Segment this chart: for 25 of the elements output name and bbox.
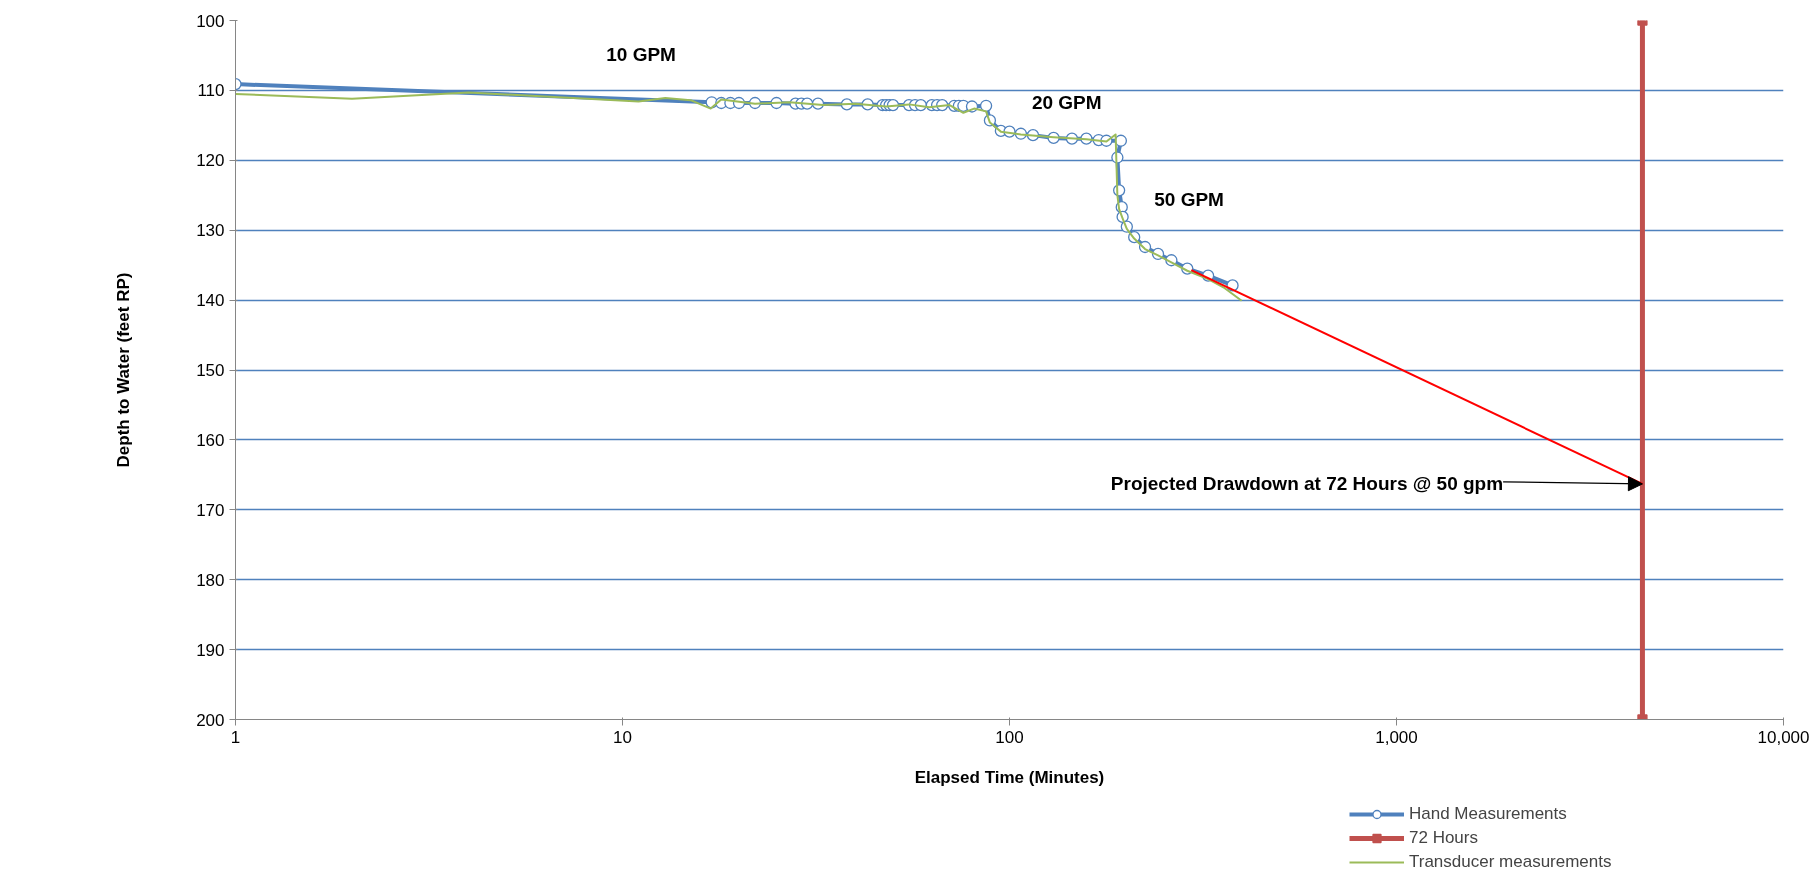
annotation: 10 GPM [606,44,676,66]
x-tick-label: 1 [230,727,241,747]
y-tick-label: 200 [196,710,225,730]
x-tick-label: 10 [613,727,632,747]
x-tick-label: 10,000 [1757,727,1810,747]
y-axis-title: Depth to Water (feet RP) [114,272,134,468]
y-tick-label: 170 [196,500,225,520]
annotation: 20 GPM [1031,91,1102,113]
y-tick-label: 120 [196,151,225,171]
x-tick-label: 100 [995,727,1024,747]
legend-label: Transducer measurements [1409,851,1612,873]
y-tick-label: 150 [196,361,225,380]
y-tick-label: 100 [196,11,225,31]
legend-label: Hand Measurements [1409,803,1567,825]
x-tick-label: 1,000 [1375,727,1418,747]
y-tick-label: 110 [197,81,225,101]
y-tick-label: 180 [196,570,225,590]
annotation: Projected Drawdown at 72 Hours @ 50 gpm [1110,473,1504,495]
y-tick-label: 140 [196,291,225,311]
y-tick-label: 160 [196,430,225,450]
y-tick-label: 190 [196,640,225,660]
legend-label: 72 Hours [1409,827,1478,849]
x-axis-title: Elapsed Time (Minutes) [914,767,1105,787]
annotation: 50 GPM [1154,188,1224,210]
y-tick-label: 130 [196,221,225,241]
